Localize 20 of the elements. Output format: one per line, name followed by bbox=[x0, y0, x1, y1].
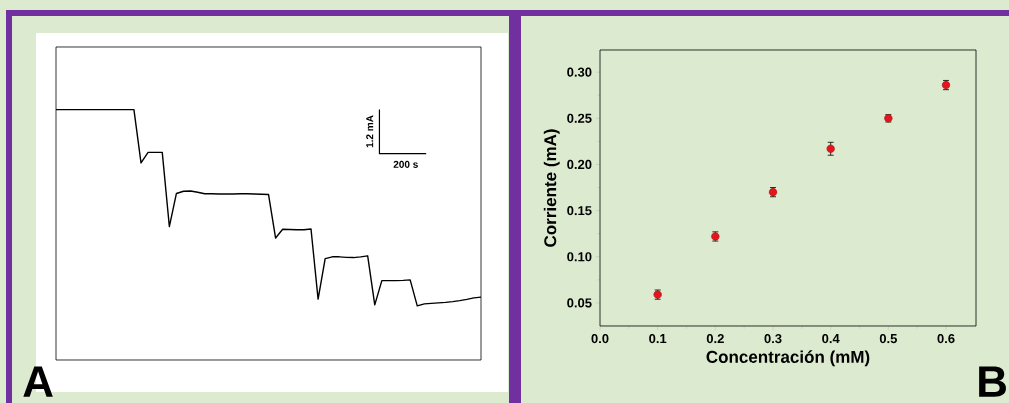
x-tick-label: 0.3 bbox=[764, 333, 782, 344]
x-tick-label: 0.2 bbox=[706, 333, 724, 344]
y-tick-label: 0.25 bbox=[567, 113, 592, 123]
point bbox=[826, 144, 835, 153]
x-tick-label: 0.5 bbox=[879, 333, 898, 344]
x-tick-label: 0.6 bbox=[937, 333, 955, 344]
annotation: 200 s bbox=[393, 160, 418, 168]
annotation: 1.2 mA bbox=[366, 115, 374, 148]
x-tick-label: 0.0 bbox=[591, 333, 609, 344]
x-tick-label: 0.4 bbox=[822, 333, 840, 344]
text: B bbox=[979, 366, 1006, 397]
y-tick-label: 0.20 bbox=[567, 159, 592, 170]
text: A bbox=[23, 366, 53, 397]
x-axis-title: Concentración (mM) bbox=[706, 350, 870, 367]
x-tick-label: 0.1 bbox=[649, 333, 667, 344]
y-tick-label: 0.15 bbox=[567, 206, 592, 216]
y-axis-title: Corriente (mA) bbox=[543, 129, 560, 247]
y-tick-label: 0.05 bbox=[567, 298, 592, 308]
y-tick-label: 0.10 bbox=[567, 252, 592, 262]
y-tick-label: 0.30 bbox=[567, 67, 592, 77]
